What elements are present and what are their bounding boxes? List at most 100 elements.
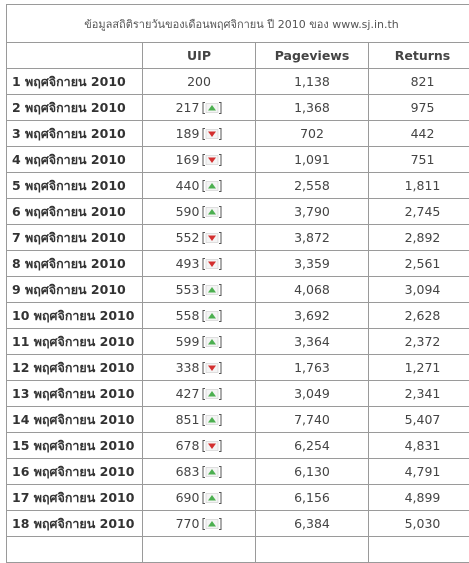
pageviews-cell: 6,384 <box>256 511 369 537</box>
returns-cell: 2,372 <box>369 329 469 355</box>
cut-off-row <box>7 537 469 563</box>
trend-icon <box>202 492 222 504</box>
date-cell: 13 พฤศจิกายน 2010 <box>7 381 143 407</box>
date-cell: 18 พฤศจิกายน 2010 <box>7 511 143 537</box>
uip-value: 678 <box>176 438 200 453</box>
date-cell: 1 พฤศจิกายน 2010 <box>7 69 143 95</box>
uip-value: 200 <box>187 74 211 89</box>
pageviews-cell: 3,049 <box>256 381 369 407</box>
pageviews-cell: 1,138 <box>256 69 369 95</box>
uip-cell: 553 <box>143 277 256 303</box>
header-row: UIP Pageviews Returns <box>7 43 469 69</box>
date-cell: 4 พฤศจิกายน 2010 <box>7 147 143 173</box>
pageviews-cell: 2,558 <box>256 173 369 199</box>
trend-icon <box>202 466 222 478</box>
uip-cell: 200 <box>143 69 256 95</box>
uip-value: 599 <box>176 334 200 349</box>
returns-cell: 3,094 <box>369 277 469 303</box>
date-cell: 10 พฤศจิกายน 2010 <box>7 303 143 329</box>
uip-value: 558 <box>176 308 200 323</box>
uip-value: 552 <box>176 230 200 245</box>
uip-cell: 599 <box>143 329 256 355</box>
returns-cell: 2,745 <box>369 199 469 225</box>
returns-cell: 2,561 <box>369 251 469 277</box>
uip-value: 338 <box>176 360 200 375</box>
trend-icon <box>202 336 222 348</box>
date-cell: 8 พฤศจิกายน 2010 <box>7 251 143 277</box>
date-cell: 11 พฤศจิกายน 2010 <box>7 329 143 355</box>
stats-table-wrapper: ข้อมูลสถิติรายวันของเดือนพฤศจิกายน ปี 20… <box>6 4 469 563</box>
uip-cell: 770 <box>143 511 256 537</box>
pageviews-cell: 1,763 <box>256 355 369 381</box>
uip-cell: 558 <box>143 303 256 329</box>
returns-cell: 975 <box>369 95 469 121</box>
uip-value: 553 <box>176 282 200 297</box>
uip-cell: 189 <box>143 121 256 147</box>
pageviews-cell: 3,790 <box>256 199 369 225</box>
uip-value: 590 <box>176 204 200 219</box>
returns-cell: 821 <box>369 69 469 95</box>
uip-value: 427 <box>176 386 200 401</box>
uip-cell: 440 <box>143 173 256 199</box>
uip-value: 440 <box>176 178 200 193</box>
trend-icon <box>202 258 222 270</box>
empty-cell <box>7 537 143 563</box>
trend-icon <box>202 102 222 114</box>
returns-cell: 4,899 <box>369 485 469 511</box>
trend-icon <box>202 388 222 400</box>
uip-value: 493 <box>176 256 200 271</box>
returns-cell: 2,628 <box>369 303 469 329</box>
uip-cell: 851 <box>143 407 256 433</box>
pageviews-cell: 6,254 <box>256 433 369 459</box>
uip-cell: 683 <box>143 459 256 485</box>
uip-value: 770 <box>176 516 200 531</box>
trend-icon <box>202 232 222 244</box>
uip-cell: 169 <box>143 147 256 173</box>
uip-value: 217 <box>176 100 200 115</box>
returns-cell: 2,892 <box>369 225 469 251</box>
pageviews-cell: 1,091 <box>256 147 369 173</box>
pageviews-cell: 6,130 <box>256 459 369 485</box>
trend-icon <box>202 128 222 140</box>
empty-cell <box>369 537 469 563</box>
returns-cell: 2,341 <box>369 381 469 407</box>
trend-icon <box>202 206 222 218</box>
date-cell: 5 พฤศจิกายน 2010 <box>7 173 143 199</box>
date-cell: 6 พฤศจิกายน 2010 <box>7 199 143 225</box>
trend-icon <box>202 518 222 530</box>
returns-cell: 1,811 <box>369 173 469 199</box>
uip-cell: 552 <box>143 225 256 251</box>
uip-value: 169 <box>176 152 200 167</box>
uip-value: 683 <box>176 464 200 479</box>
date-cell: 9 พฤศจิกายน 2010 <box>7 277 143 303</box>
date-cell: 17 พฤศจิกายน 2010 <box>7 485 143 511</box>
trend-icon <box>202 180 222 192</box>
date-cell: 12 พฤศจิกายน 2010 <box>7 355 143 381</box>
trend-icon <box>202 154 222 166</box>
table-title: ข้อมูลสถิติรายวันของเดือนพฤศจิกายน ปี 20… <box>7 5 469 43</box>
header-cell: Pageviews <box>256 43 369 69</box>
uip-value: 851 <box>176 412 200 427</box>
date-cell: 14 พฤศจิกายน 2010 <box>7 407 143 433</box>
empty-cell <box>143 537 256 563</box>
date-cell: 16 พฤศจิกายน 2010 <box>7 459 143 485</box>
uip-cell: 338 <box>143 355 256 381</box>
returns-cell: 4,791 <box>369 459 469 485</box>
trend-icon <box>202 310 222 322</box>
trend-icon <box>202 362 222 374</box>
uip-cell: 217 <box>143 95 256 121</box>
returns-cell: 4,831 <box>369 433 469 459</box>
pageviews-cell: 3,359 <box>256 251 369 277</box>
